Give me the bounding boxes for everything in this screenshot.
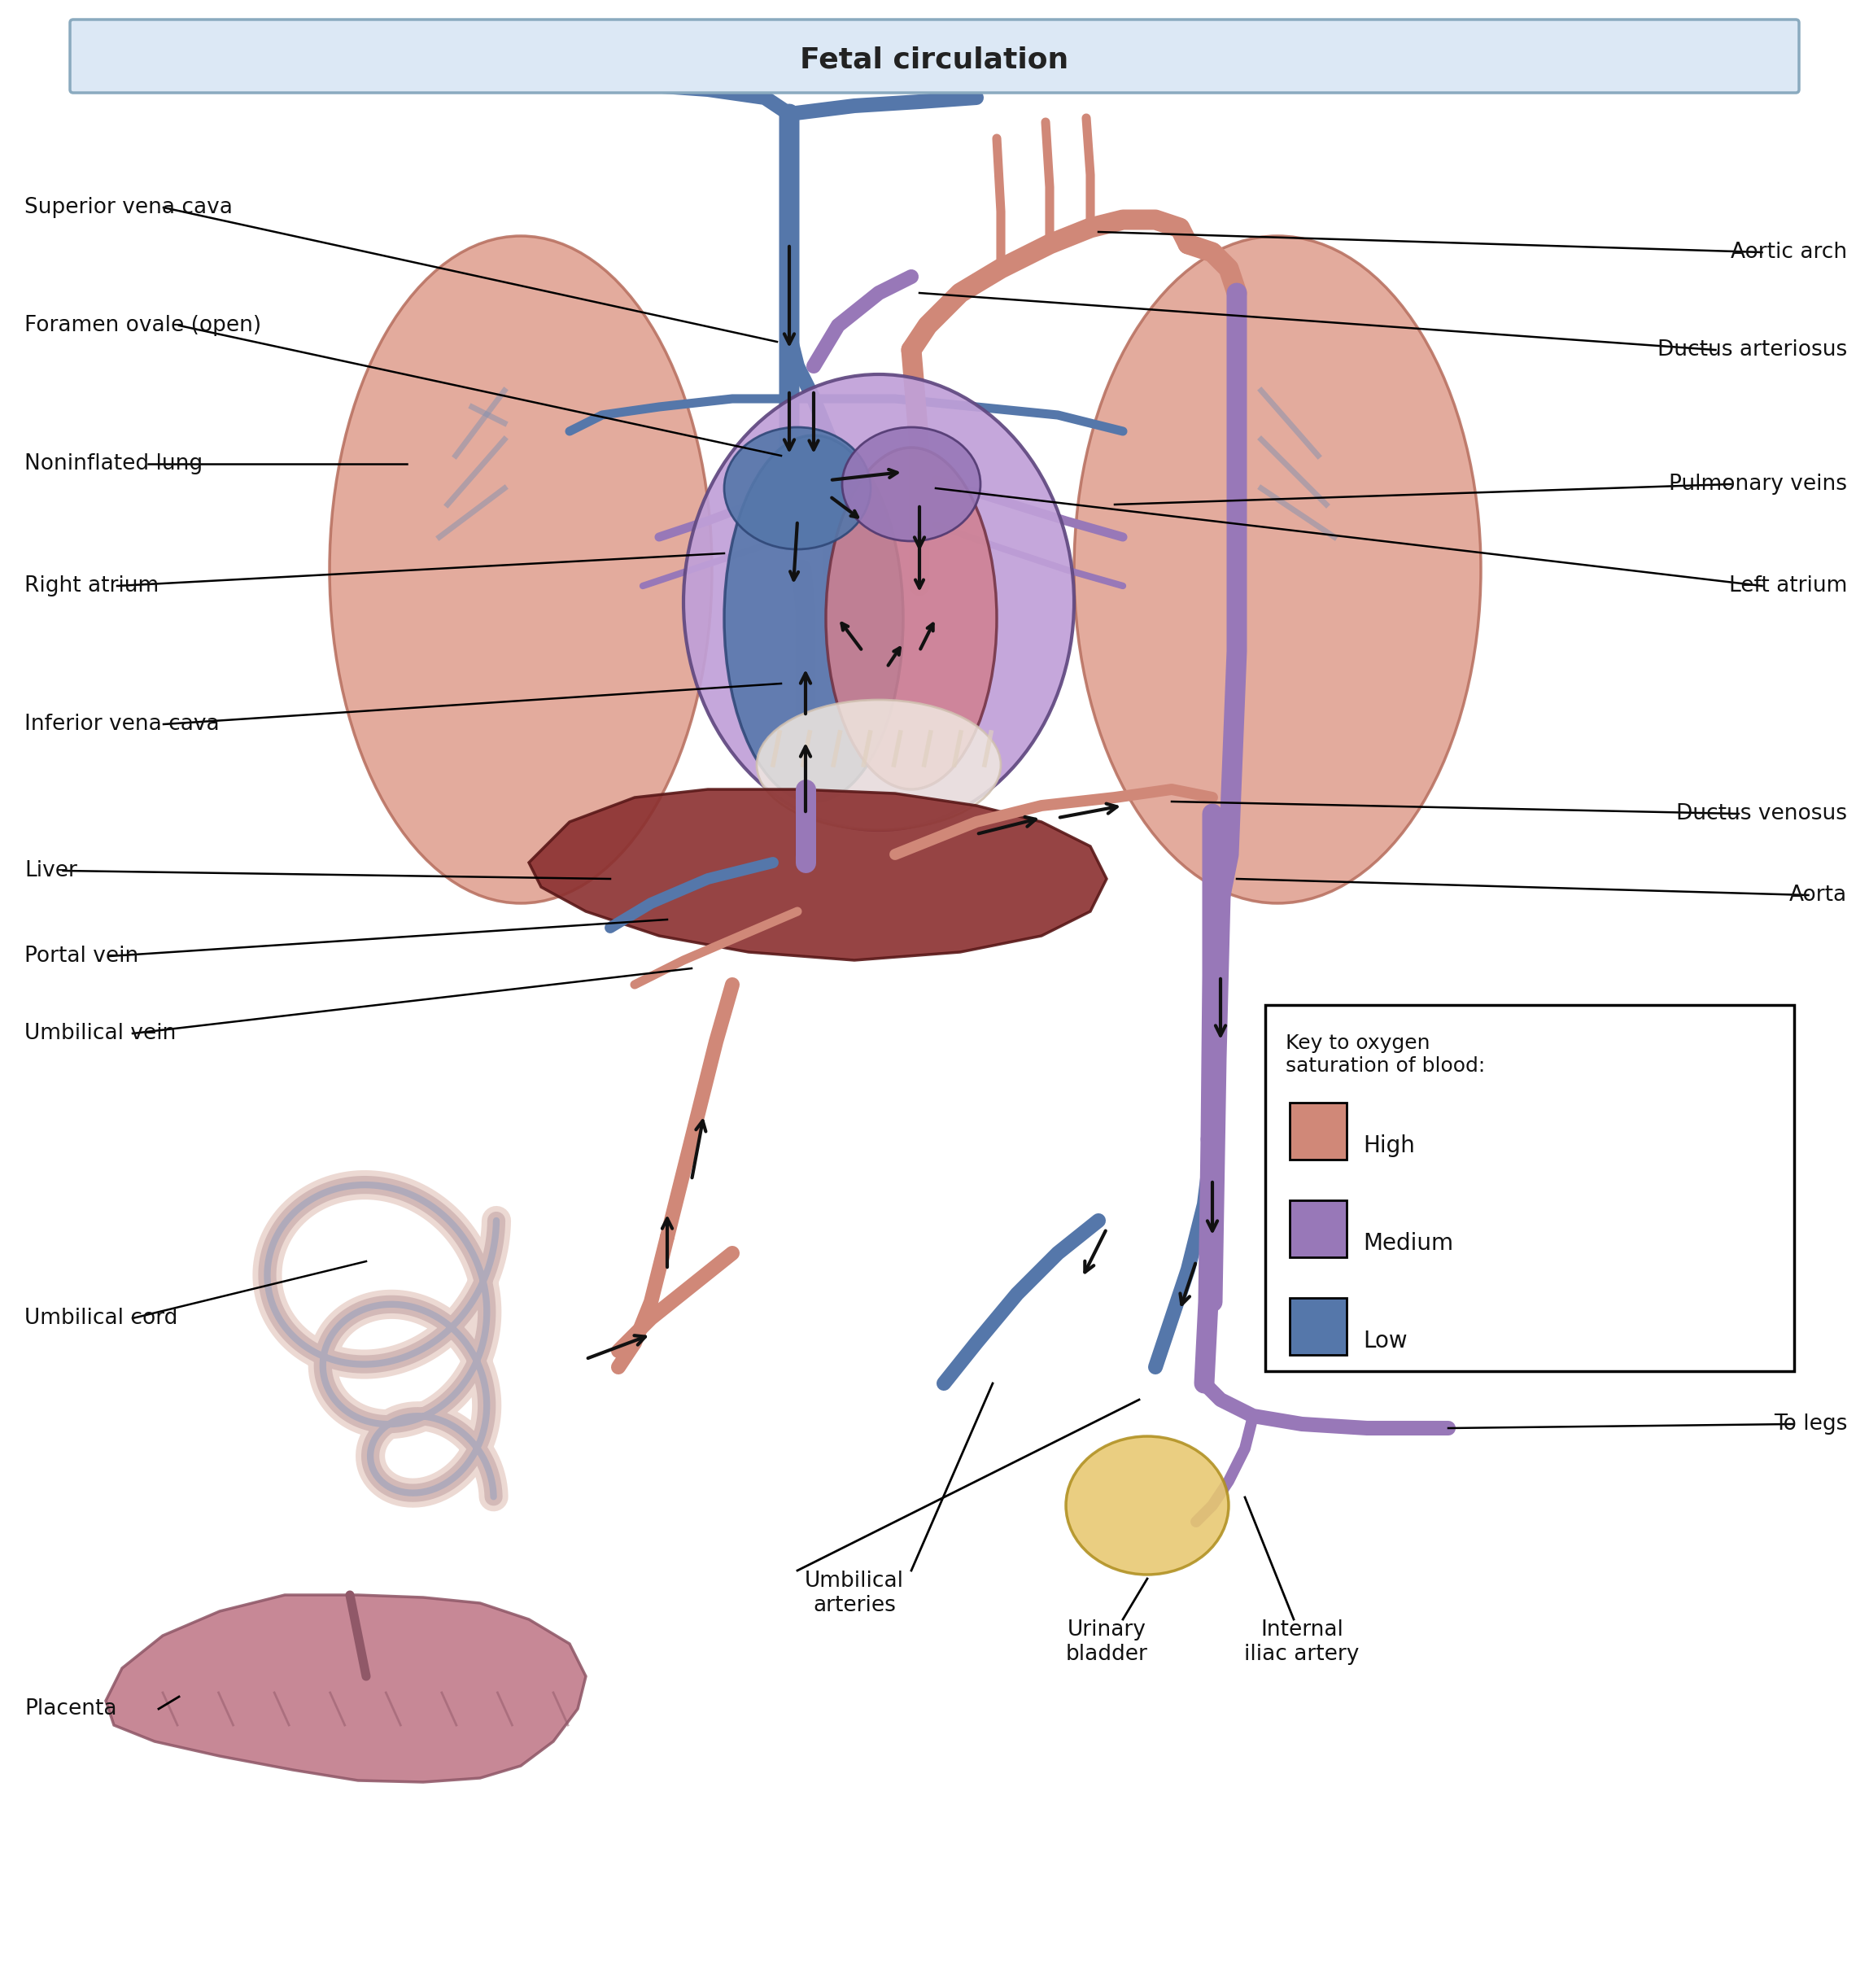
Text: Umbilical
arteries: Umbilical arteries [806, 1571, 905, 1616]
FancyBboxPatch shape [69, 20, 1800, 93]
Text: Fetal circulation: Fetal circulation [800, 46, 1069, 74]
Ellipse shape [757, 700, 1000, 831]
Text: Pulmonary veins: Pulmonary veins [1669, 473, 1847, 495]
FancyBboxPatch shape [1265, 1006, 1794, 1372]
Text: Medium: Medium [1363, 1233, 1454, 1254]
Text: Placenta: Placenta [24, 1698, 116, 1720]
Text: High: High [1363, 1133, 1415, 1157]
Text: Liver: Liver [24, 861, 77, 881]
Text: Foramen ovale (open): Foramen ovale (open) [24, 314, 262, 336]
Ellipse shape [723, 427, 871, 549]
Text: Left atrium: Left atrium [1729, 575, 1847, 596]
Text: Key to oxygen
saturation of blood:: Key to oxygen saturation of blood: [1286, 1034, 1486, 1076]
Bar [1290, 1201, 1348, 1256]
Text: Ductus arteriosus: Ductus arteriosus [1658, 340, 1847, 360]
Bar [1290, 1298, 1348, 1356]
Polygon shape [529, 789, 1106, 960]
Text: Aorta: Aorta [1789, 885, 1847, 907]
Text: To legs: To legs [1774, 1413, 1847, 1435]
Text: Right atrium: Right atrium [24, 575, 159, 596]
Ellipse shape [826, 447, 996, 789]
Ellipse shape [843, 427, 981, 541]
Ellipse shape [1075, 237, 1480, 903]
Text: Umbilical cord: Umbilical cord [24, 1308, 178, 1328]
Text: Noninflated lung: Noninflated lung [24, 453, 202, 475]
Text: Ductus venosus: Ductus venosus [1676, 803, 1847, 825]
Ellipse shape [723, 435, 903, 801]
Ellipse shape [329, 237, 712, 903]
Ellipse shape [684, 374, 1075, 831]
Bar [1290, 1103, 1348, 1159]
Text: Superior vena cava: Superior vena cava [24, 197, 232, 219]
Ellipse shape [1065, 1435, 1228, 1574]
Text: Umbilical vein: Umbilical vein [24, 1024, 176, 1044]
Text: Low: Low [1363, 1330, 1407, 1352]
Text: Urinary
bladder: Urinary bladder [1065, 1620, 1148, 1664]
Text: Aortic arch: Aortic arch [1731, 243, 1847, 262]
Polygon shape [107, 1594, 585, 1781]
Text: Inferior vena cava: Inferior vena cava [24, 714, 219, 736]
Text: Internal
iliac artery: Internal iliac artery [1245, 1620, 1359, 1664]
Text: Portal vein: Portal vein [24, 946, 138, 966]
